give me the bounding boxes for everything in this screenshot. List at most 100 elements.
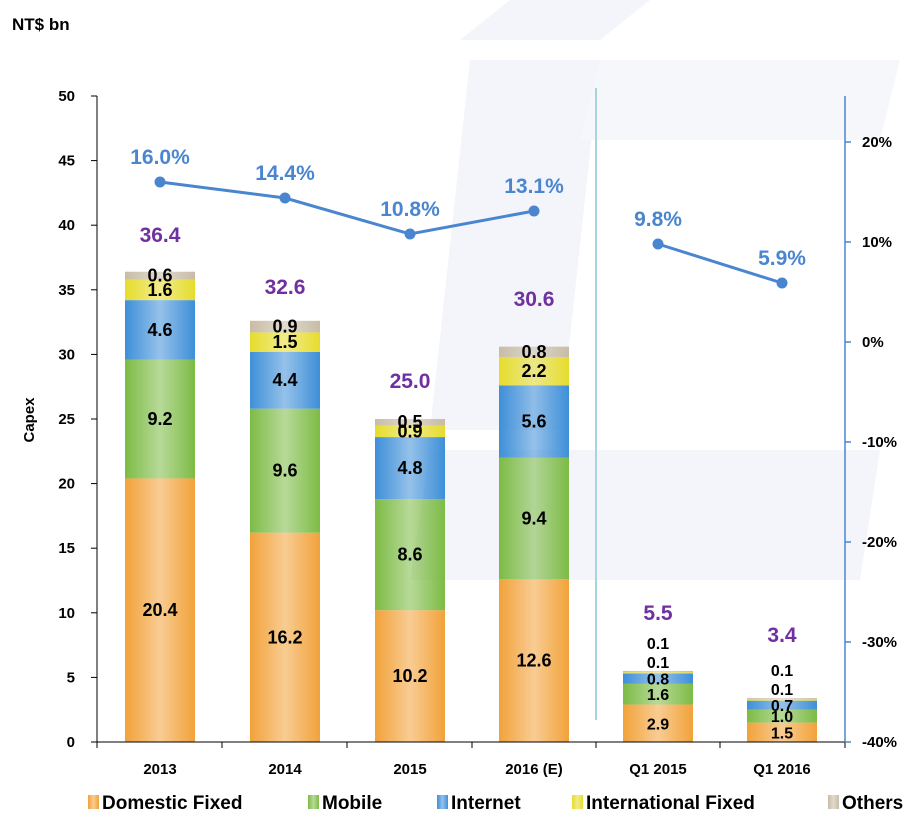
segment-value-label: 2.2 bbox=[521, 361, 546, 381]
ratio-point bbox=[652, 238, 664, 250]
segment-value-label: 0.9 bbox=[397, 421, 422, 441]
legend: Domestic Fixed Mobile Internet Internationa… bbox=[88, 793, 903, 814]
segment-value-label: 0.8 bbox=[521, 342, 546, 362]
y-tick-label: 20 bbox=[58, 476, 75, 493]
segment-value-label: 1.6 bbox=[647, 687, 669, 704]
bar-segment-domestic-fixed bbox=[499, 579, 569, 742]
legend-label-mobile: Mobile bbox=[322, 793, 382, 814]
y-tick-label: 30 bbox=[58, 346, 75, 363]
segment-value-label: 20.4 bbox=[142, 600, 177, 620]
legend-label-domestic-fixed: Domestic Fixed bbox=[102, 793, 242, 814]
y-tick-label: 50 bbox=[58, 88, 75, 105]
bar-segment-internet bbox=[499, 385, 569, 458]
segment-value-label: 0.7 bbox=[771, 698, 793, 715]
segment-value-label: 0.8 bbox=[647, 672, 669, 689]
y-tick-label: 45 bbox=[58, 153, 75, 170]
y2-tick-label: -30% bbox=[862, 634, 897, 651]
y2-tick-label: 20% bbox=[862, 134, 892, 151]
bar-segment-mobile bbox=[499, 457, 569, 580]
segment-value-label: 16.2 bbox=[267, 627, 302, 647]
legend-label-international-fixed: International Fixed bbox=[586, 793, 755, 814]
total-value-label: 5.5 bbox=[643, 602, 673, 625]
bar-segment-others bbox=[375, 419, 445, 426]
x-tick-label: Q1 2015 bbox=[629, 761, 687, 778]
ratio-label: 16.0% bbox=[130, 146, 190, 169]
bar-segment-mobile bbox=[747, 709, 817, 723]
bar-segment-mobile bbox=[125, 359, 195, 479]
ratio-label: 9.8% bbox=[634, 208, 682, 231]
bar-segment-internet bbox=[375, 437, 445, 500]
segment-value-label: 4.6 bbox=[147, 320, 172, 340]
ratio-line bbox=[657, 242, 783, 285]
y-tick-label: 25 bbox=[58, 411, 75, 428]
legend-swatch-mobile bbox=[308, 795, 319, 809]
bar-segment-domestic-fixed bbox=[375, 610, 445, 742]
legend-swatch-others bbox=[828, 795, 839, 809]
bar-segment-internet bbox=[250, 351, 320, 409]
segment-value-label: 1.0 bbox=[771, 709, 793, 726]
ratio-line bbox=[159, 180, 535, 236]
bar-segment-international-fixed bbox=[499, 356, 569, 386]
total-value-label: 3.4 bbox=[767, 624, 797, 647]
bar-segment-domestic-fixed bbox=[125, 478, 195, 742]
y2-tick-label: -10% bbox=[862, 434, 897, 451]
segment-value-label: 10.2 bbox=[392, 666, 427, 686]
x-tick-label: 2014 bbox=[268, 761, 302, 778]
segment-value-label: 1.5 bbox=[771, 725, 793, 742]
segment-value-label: 1.5 bbox=[272, 332, 297, 352]
legend-label-internet: Internet bbox=[451, 793, 521, 814]
bar-segment-internet bbox=[747, 700, 817, 710]
segment-value-label: 0.1 bbox=[771, 663, 793, 680]
x-tick-label: 2013 bbox=[143, 761, 176, 778]
ratio-point bbox=[776, 277, 788, 289]
total-value-label: 36.4 bbox=[140, 224, 181, 247]
background-watermark bbox=[410, 0, 900, 580]
bar-segment-international-fixed bbox=[375, 425, 445, 438]
bar-segment-others bbox=[747, 698, 817, 700]
x-tick-label: 2015 bbox=[393, 761, 426, 778]
bar-segment-mobile bbox=[375, 499, 445, 611]
ratio-label: 13.1% bbox=[504, 175, 564, 198]
bar-segment-mobile bbox=[623, 683, 693, 705]
ratio-label: 10.8% bbox=[380, 198, 440, 221]
y-tick-label: 35 bbox=[58, 282, 75, 299]
total-value-label: 30.6 bbox=[514, 288, 555, 311]
legend-swatch-internet bbox=[437, 795, 448, 809]
bar-segment-international-fixed bbox=[250, 332, 320, 352]
x-tick-label: 2016 (E) bbox=[505, 761, 563, 778]
segment-value-label: 0.1 bbox=[771, 682, 793, 699]
bar-segment-international-fixed bbox=[125, 279, 195, 301]
x-tick-label: Q1 2016 bbox=[753, 761, 811, 778]
bar-segment-international-fixed bbox=[623, 672, 693, 674]
bar-segment-others bbox=[499, 346, 569, 357]
legend-swatch-domestic-fixed bbox=[88, 795, 99, 809]
segment-value-label: 9.4 bbox=[521, 508, 546, 528]
bar-segment-internet bbox=[623, 673, 693, 684]
segment-value-label: 8.6 bbox=[397, 545, 422, 565]
segment-value-label: 4.8 bbox=[397, 458, 422, 478]
total-value-label: 25.0 bbox=[390, 370, 431, 393]
y2-tick-label: -40% bbox=[862, 734, 897, 751]
segment-value-label: 0.1 bbox=[647, 655, 669, 672]
bar-segment-mobile bbox=[250, 408, 320, 533]
bar-segment-domestic-fixed bbox=[747, 722, 817, 742]
ratio-point bbox=[154, 176, 166, 188]
y-tick-label: 10 bbox=[58, 605, 75, 622]
ratio-point bbox=[404, 228, 416, 240]
bar-segment-others bbox=[623, 670, 693, 673]
segment-value-label: 12.6 bbox=[516, 651, 551, 671]
y-tick-label: 15 bbox=[58, 540, 75, 557]
y-tick-label: 40 bbox=[58, 217, 75, 234]
bar-segment-others bbox=[125, 271, 195, 280]
total-value-label: 32.6 bbox=[265, 276, 306, 299]
segment-value-label: 0.6 bbox=[147, 266, 172, 286]
y-tick-label: 0 bbox=[67, 734, 75, 751]
ratio-label: 5.9% bbox=[758, 247, 806, 270]
bar-segment-others bbox=[250, 320, 320, 333]
bar-segment-domestic-fixed bbox=[250, 532, 320, 742]
segment-value-label: 4.4 bbox=[272, 370, 297, 390]
y-axis-title: Capex bbox=[21, 397, 38, 443]
bar-segment-domestic-fixed bbox=[623, 704, 693, 742]
segment-value-label: 1.6 bbox=[147, 280, 172, 300]
